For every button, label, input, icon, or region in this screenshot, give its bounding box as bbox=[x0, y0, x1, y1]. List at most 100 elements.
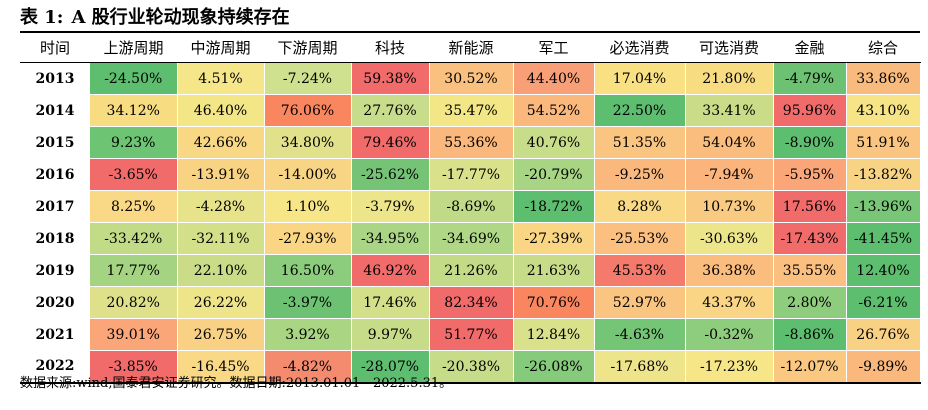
return-cell: 82.34% bbox=[429, 286, 514, 319]
return-cell: -26.08% bbox=[513, 350, 595, 384]
column-header: 金融 bbox=[773, 31, 846, 63]
table-row: 2021 39.01% 26.75% 3.92% 9.97% 51.77% 12.84% -4… bbox=[20, 318, 921, 351]
table-caption: 表 1: A 股行业轮动现象持续存在 bbox=[20, 5, 290, 31]
return-cell: 34.80% bbox=[264, 126, 352, 159]
return-cell: 30.52% bbox=[429, 62, 514, 95]
return-cell: -4.82% bbox=[264, 350, 352, 384]
return-cell: 27.76% bbox=[351, 94, 430, 127]
return-cell: 79.46% bbox=[351, 126, 430, 159]
return-cell: -8.69% bbox=[429, 190, 514, 223]
return-cell: 43.10% bbox=[846, 94, 921, 127]
table-row: 2015 9.23% 42.66% 34.80% 79.46% 55.36% 40.76% 5… bbox=[20, 126, 921, 159]
return-cell: -27.93% bbox=[264, 222, 352, 255]
return-cell: 3.92% bbox=[264, 318, 352, 351]
return-cell: 45.53% bbox=[594, 254, 686, 287]
return-cell: 54.52% bbox=[513, 94, 595, 127]
return-cell: -17.23% bbox=[685, 350, 774, 384]
return-cell: 35.55% bbox=[773, 254, 847, 287]
return-cell: 44.40% bbox=[513, 62, 595, 95]
return-cell: -3.65% bbox=[90, 158, 178, 191]
return-cell: -13.82% bbox=[846, 158, 921, 191]
year-cell: 2020 bbox=[35, 294, 75, 311]
return-cell: 59.38% bbox=[351, 62, 430, 95]
return-cell: -14.00% bbox=[264, 158, 352, 191]
column-header: 军工 bbox=[513, 31, 594, 63]
return-cell: 22.50% bbox=[594, 94, 686, 127]
return-cell: 4.51% bbox=[177, 62, 265, 95]
return-cell: 46.92% bbox=[351, 254, 430, 287]
return-cell: 17.04% bbox=[594, 62, 686, 95]
year-cell: 2013 bbox=[35, 70, 75, 87]
return-cell: 76.06% bbox=[264, 94, 352, 127]
return-cell: -13.96% bbox=[846, 190, 921, 223]
return-cell: 17.56% bbox=[773, 190, 847, 223]
return-cell: 8.25% bbox=[90, 190, 178, 223]
return-cell: 43.37% bbox=[685, 286, 774, 319]
return-cell: 40.76% bbox=[513, 126, 595, 159]
return-cell: 17.46% bbox=[351, 286, 430, 319]
return-cell: -32.11% bbox=[177, 222, 265, 255]
column-header: 科技 bbox=[351, 31, 429, 63]
return-cell: -4.79% bbox=[773, 62, 847, 95]
return-cell: 10.73% bbox=[685, 190, 774, 223]
return-cell: 26.75% bbox=[177, 318, 265, 351]
return-cell: 35.47% bbox=[429, 94, 514, 127]
return-cell: -20.38% bbox=[429, 350, 514, 384]
return-cell: 39.01% bbox=[90, 318, 178, 351]
return-cell: -3.85% bbox=[90, 350, 178, 384]
return-cell: -3.97% bbox=[264, 286, 352, 319]
return-cell: -24.50% bbox=[90, 62, 178, 95]
return-cell: -6.21% bbox=[846, 286, 921, 319]
return-cell: -4.63% bbox=[594, 318, 686, 351]
year-cell: 2021 bbox=[35, 326, 75, 343]
return-cell: -7.94% bbox=[685, 158, 774, 191]
table-row: 2022 -3.85% -16.45% -4.82% -28.07% -20.38% -26… bbox=[20, 350, 921, 384]
return-cell: -25.53% bbox=[594, 222, 686, 255]
column-header: 下游周期 bbox=[264, 31, 351, 63]
column-header: 可选消费 bbox=[685, 31, 773, 63]
return-cell: -5.95% bbox=[773, 158, 847, 191]
column-header: 上游周期 bbox=[90, 31, 177, 63]
return-cell: 2.80% bbox=[773, 286, 847, 319]
return-cell: 9.23% bbox=[90, 126, 178, 159]
return-cell: -27.39% bbox=[513, 222, 595, 255]
return-cell: 51.77% bbox=[429, 318, 514, 351]
return-cell: -34.95% bbox=[351, 222, 430, 255]
return-cell: 16.50% bbox=[264, 254, 352, 287]
return-cell: -8.90% bbox=[773, 126, 847, 159]
return-cell: 21.80% bbox=[685, 62, 774, 95]
return-cell: -17.43% bbox=[773, 222, 847, 255]
table-body: 2013 -24.50% 4.51% -7.24% 59.38% 30.52% 44.40%… bbox=[20, 62, 921, 384]
year-cell: 2015 bbox=[35, 134, 75, 151]
table-row: 2020 20.82% 26.22% -3.97% 17.46% 82.34% 70.76%… bbox=[20, 286, 921, 319]
year-cell: 2016 bbox=[35, 166, 75, 183]
column-header: 必选消费 bbox=[594, 31, 685, 63]
return-cell: 33.86% bbox=[846, 62, 921, 95]
return-cell: 42.66% bbox=[177, 126, 265, 159]
return-cell: 52.97% bbox=[594, 286, 686, 319]
return-cell: 26.22% bbox=[177, 286, 265, 319]
return-cell: 51.91% bbox=[846, 126, 921, 159]
return-cell: 12.84% bbox=[513, 318, 595, 351]
return-cell: 1.10% bbox=[264, 190, 352, 223]
year-cell: 2018 bbox=[35, 230, 75, 247]
table-caption-label: 表 1: bbox=[20, 7, 64, 28]
return-cell: -30.63% bbox=[685, 222, 774, 255]
return-cell: -9.25% bbox=[594, 158, 686, 191]
return-cell: -20.79% bbox=[513, 158, 595, 191]
return-cell: -7.24% bbox=[264, 62, 352, 95]
table-row: 2019 17.77% 22.10% 16.50% 46.92% 21.26% 21.63%… bbox=[20, 254, 921, 287]
return-cell: 20.82% bbox=[90, 286, 178, 319]
return-cell: -0.32% bbox=[685, 318, 774, 351]
return-cell: 55.36% bbox=[429, 126, 514, 159]
table-row: 2018 -33.42% -32.11% -27.93% -34.95% -34.69% -… bbox=[20, 222, 921, 255]
return-cell: -9.89% bbox=[846, 350, 921, 384]
year-cell: 2014 bbox=[35, 102, 75, 119]
column-header: 综合 bbox=[846, 31, 920, 63]
return-cell: 26.76% bbox=[846, 318, 921, 351]
year-cell: 2019 bbox=[35, 262, 75, 279]
return-cell: 95.96% bbox=[773, 94, 847, 127]
return-cell: -33.42% bbox=[90, 222, 178, 255]
return-cell: -16.45% bbox=[177, 350, 265, 384]
